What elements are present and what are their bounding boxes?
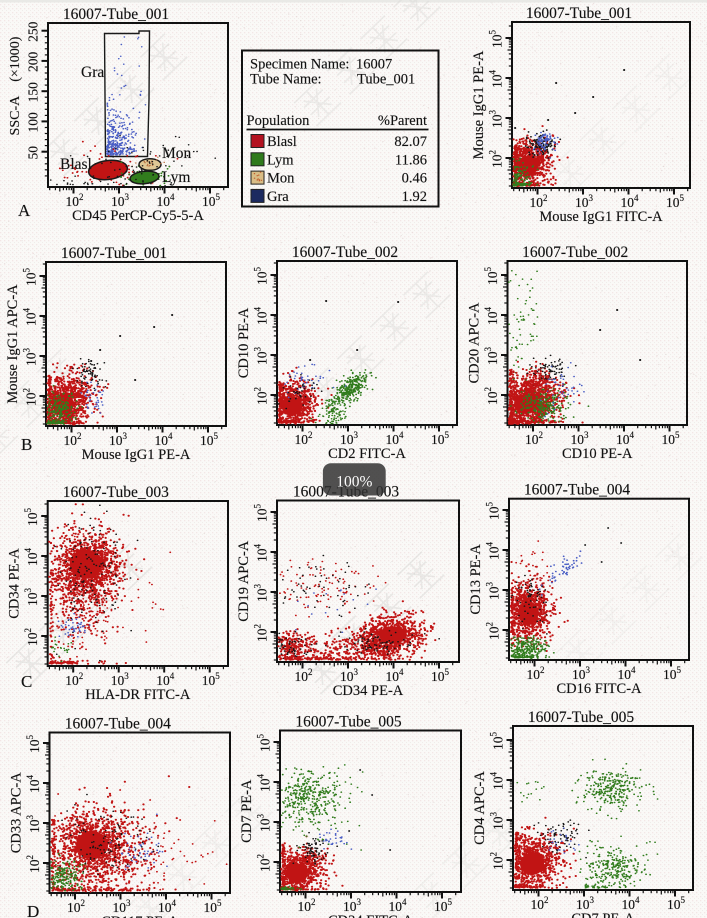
svg-text:Mon: Mon bbox=[267, 171, 295, 187]
svg-text:16007-Tube_002: 16007-Tube_002 bbox=[522, 244, 628, 261]
svg-text:B: B bbox=[21, 435, 32, 454]
svg-text:CD2 FITC-A: CD2 FITC-A bbox=[328, 446, 406, 462]
svg-text:Gra: Gra bbox=[267, 189, 289, 205]
svg-text:Blasl: Blasl bbox=[60, 156, 92, 173]
svg-text:16007: 16007 bbox=[356, 57, 392, 73]
svg-text:CD45 PerCP-Cy5-5-A: CD45 PerCP-Cy5-5-A bbox=[72, 208, 204, 224]
svg-text:HLA-DR FITC-A: HLA-DR FITC-A bbox=[85, 687, 191, 703]
svg-text:16007-Tube_001: 16007-Tube_001 bbox=[526, 5, 632, 22]
svg-text:102: 102 bbox=[23, 628, 40, 646]
svg-text:100%: 100% bbox=[336, 474, 372, 491]
svg-text:Lym: Lym bbox=[162, 169, 190, 186]
svg-text:Mouse IgG1 PE-A: Mouse IgG1 PE-A bbox=[471, 50, 487, 159]
svg-text:250: 250 bbox=[26, 21, 41, 42]
svg-text:CD13 PE-A: CD13 PE-A bbox=[468, 544, 484, 615]
svg-text:105: 105 bbox=[200, 431, 219, 448]
svg-text:%Parent: %Parent bbox=[378, 113, 427, 129]
svg-text:1.92: 1.92 bbox=[402, 189, 427, 205]
svg-text:16007-Tube_005: 16007-Tube_005 bbox=[295, 714, 401, 731]
svg-text:D: D bbox=[27, 902, 39, 918]
svg-text:CD10 PE-A: CD10 PE-A bbox=[562, 446, 633, 462]
svg-text:50: 50 bbox=[26, 146, 41, 160]
svg-text:Blasl: Blasl bbox=[267, 134, 297, 150]
svg-text:Tube_001: Tube_001 bbox=[357, 72, 415, 88]
svg-text:16007-Tube_002: 16007-Tube_002 bbox=[292, 244, 398, 261]
svg-text:16007-Tube_003: 16007-Tube_003 bbox=[63, 484, 169, 501]
svg-text:16007-Tube_004: 16007-Tube_004 bbox=[524, 482, 630, 499]
svg-text:CD16 FITC-A: CD16 FITC-A bbox=[557, 681, 643, 697]
svg-text:Lym: Lym bbox=[267, 152, 294, 168]
svg-text:CD117 PE-A: CD117 PE-A bbox=[101, 914, 179, 918]
svg-text:0.46: 0.46 bbox=[402, 171, 427, 187]
svg-text:CD34 PE-A: CD34 PE-A bbox=[7, 548, 23, 619]
svg-text:Specimen Name:: Specimen Name: bbox=[250, 57, 349, 73]
svg-text:Mouse IgG1 FITC-A: Mouse IgG1 FITC-A bbox=[539, 209, 663, 225]
svg-text:A: A bbox=[18, 201, 31, 220]
svg-text:C: C bbox=[21, 672, 32, 691]
svg-text:16007-Tube_004: 16007-Tube_004 bbox=[65, 716, 171, 733]
svg-text:CD34 FITC-A: CD34 FITC-A bbox=[328, 913, 414, 918]
svg-text:SSC-A (×1000): SSC-A (×1000) bbox=[8, 36, 23, 135]
svg-text:104: 104 bbox=[23, 548, 40, 567]
svg-text:Mouse IgG1 PE-A: Mouse IgG1 PE-A bbox=[82, 447, 191, 463]
svg-text:Mouse IgG1 APC-A: Mouse IgG1 APC-A bbox=[5, 284, 21, 404]
svg-text:11.86: 11.86 bbox=[395, 152, 427, 168]
svg-text:CD7 PE-A: CD7 PE-A bbox=[571, 911, 635, 918]
svg-text:CD10 PE-A: CD10 PE-A bbox=[236, 307, 252, 378]
svg-text:CD19 APC-A: CD19 APC-A bbox=[236, 540, 252, 622]
svg-text:CD34 PE-A: CD34 PE-A bbox=[333, 683, 404, 699]
svg-text:82.07: 82.07 bbox=[394, 134, 427, 150]
svg-text:Population: Population bbox=[247, 113, 311, 129]
svg-text:200: 200 bbox=[26, 52, 41, 73]
svg-text:16007-Tube_001: 16007-Tube_001 bbox=[61, 245, 167, 262]
svg-text:Mon: Mon bbox=[162, 145, 192, 162]
svg-text:16007-Tube_001: 16007-Tube_001 bbox=[63, 6, 169, 23]
svg-text:150: 150 bbox=[26, 82, 41, 103]
svg-text:CD33 APC-A: CD33 APC-A bbox=[9, 772, 25, 854]
svg-text:100: 100 bbox=[26, 112, 41, 132]
svg-text:CD20 APC-A: CD20 APC-A bbox=[467, 302, 483, 384]
svg-text:Gra: Gra bbox=[81, 64, 104, 81]
svg-text:CD4 APC-A: CD4 APC-A bbox=[472, 771, 488, 845]
svg-text:102: 102 bbox=[25, 855, 42, 873]
svg-text:CD7 PE-A: CD7 PE-A bbox=[239, 779, 255, 843]
svg-text:16007-Tube_005: 16007-Tube_005 bbox=[528, 709, 634, 726]
svg-text:Tube Name:: Tube Name: bbox=[250, 72, 322, 88]
